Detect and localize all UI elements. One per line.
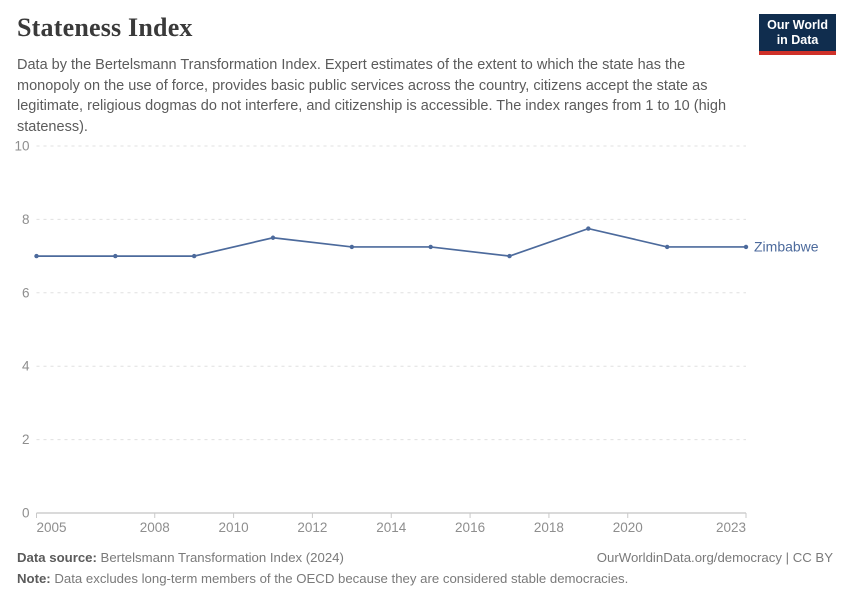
data-point[interactable] <box>507 253 512 259</box>
x-tick-label: 2023 <box>716 520 746 535</box>
chart-subtitle: Data by the Bertelsmann Transformation I… <box>17 57 727 135</box>
x-tick-label: 2016 <box>455 520 485 535</box>
owid-logo-line1: Our World <box>767 18 828 32</box>
data-point[interactable] <box>113 253 118 259</box>
y-tick-label: 0 <box>22 506 30 521</box>
owid-link[interactable]: OurWorldinData.org/democracy | CC BY <box>596 550 833 565</box>
data-point[interactable] <box>664 244 670 250</box>
data-point[interactable] <box>191 253 197 259</box>
data-point[interactable] <box>428 244 433 250</box>
series-label[interactable]: Zimbabwe <box>754 238 819 254</box>
owid-logo[interactable]: Our World in Data <box>759 14 836 55</box>
data-source-label: Data source: <box>17 550 97 565</box>
trend-line-zimbabwe[interactable] <box>36 227 747 257</box>
data-point[interactable] <box>270 235 276 240</box>
page-title: Stateness Index <box>17 13 193 42</box>
note-label: Note: <box>17 571 51 586</box>
data-point[interactable] <box>34 253 39 259</box>
x-tick-label: 2010 <box>219 520 249 535</box>
line-chart[interactable]: 0 2 4 6 8 10 2005 2008 2010 2012 2014 2016 2018 2020 2… <box>0 138 850 538</box>
data-point[interactable] <box>743 244 749 250</box>
y-tick-label: 10 <box>14 139 29 154</box>
chart-note: Note: Data excludes long-term members of… <box>17 568 833 589</box>
data-source: Data source: Bertelsmann Transformation … <box>17 547 344 568</box>
data-point[interactable] <box>586 226 591 231</box>
data-source-text: Bertelsmann Transformation Index (2024) <box>96 550 344 565</box>
x-tick-label: 2018 <box>534 520 564 535</box>
y-tick-label: 8 <box>22 212 30 227</box>
owid-logo-line2: in Data <box>776 33 819 47</box>
x-tick-label: 2014 <box>376 520 407 535</box>
x-tick-label: 2012 <box>297 520 327 535</box>
chart-canvas[interactable]: 0 2 4 6 8 10 2005 2008 2010 2012 2014 2016 2018 2020 2… <box>0 138 850 538</box>
chart-footer: Data source: Bertelsmann Transformation … <box>17 547 833 589</box>
data-point[interactable] <box>349 244 355 250</box>
x-tick-label: 2005 <box>37 520 67 535</box>
x-tick-label: 2008 <box>140 520 170 535</box>
y-tick-label: 2 <box>22 432 30 447</box>
y-tick-label: 6 <box>22 285 30 300</box>
x-tick-label: 2020 <box>613 520 643 535</box>
y-tick-label: 4 <box>22 359 30 374</box>
note-text: Data excludes long-term members of the O… <box>50 571 629 586</box>
